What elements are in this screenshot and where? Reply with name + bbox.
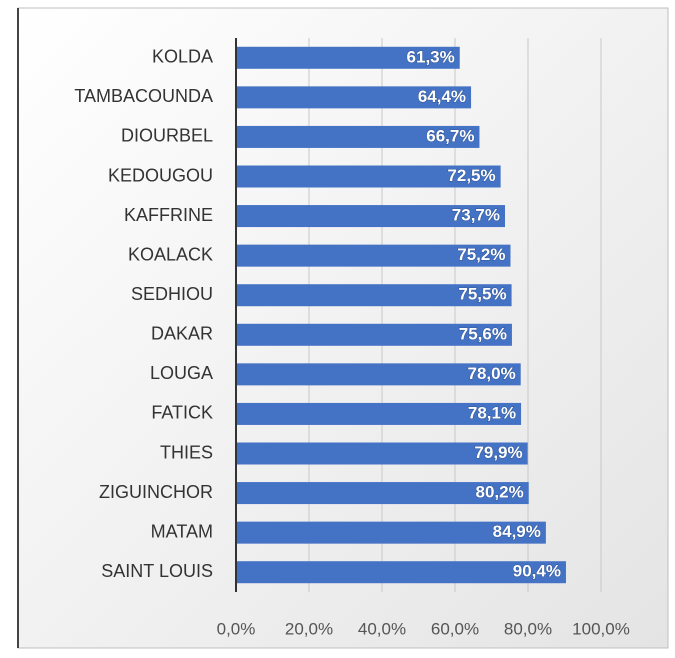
- bar: [236, 521, 546, 544]
- y-tick-label: KOLDA: [152, 47, 213, 67]
- x-tick-label: 0,0%: [217, 619, 256, 638]
- y-tick-label: KEDOUGOU: [108, 165, 213, 185]
- bar: [236, 402, 522, 425]
- bar: [236, 323, 512, 346]
- value-label: 75,5%: [458, 285, 506, 304]
- value-label: 61,3%: [407, 47, 455, 66]
- value-label: 90,4%: [513, 562, 561, 581]
- value-label: 75,2%: [457, 245, 505, 264]
- y-tick-label: SEDHIOU: [131, 284, 213, 304]
- value-label: 73,7%: [452, 206, 500, 225]
- y-tick-label: SAINT LOUIS: [101, 561, 213, 581]
- y-tick-label: MATAM: [151, 521, 213, 541]
- value-label: 78,0%: [467, 364, 515, 383]
- y-tick-label: THIES: [160, 442, 213, 462]
- y-tick-label: LOUGA: [150, 363, 213, 383]
- bar: [236, 244, 511, 267]
- value-label: 84,9%: [493, 522, 541, 541]
- bar: [236, 165, 501, 188]
- y-tick-label: KOALACK: [128, 244, 213, 264]
- value-label: 78,1%: [468, 403, 516, 422]
- y-tick-label: TAMBACOUNDA: [74, 86, 213, 106]
- bar: [236, 284, 512, 307]
- bar: [236, 125, 480, 148]
- bar: [236, 205, 506, 228]
- x-tick-label: 100,0%: [572, 619, 630, 638]
- value-label: 72,5%: [447, 166, 495, 185]
- bar: [236, 46, 460, 69]
- x-tick-label: 20,0%: [285, 619, 333, 638]
- y-tick-label: KAFFRINE: [124, 205, 213, 225]
- value-label: 79,9%: [474, 443, 522, 462]
- x-tick-label: 60,0%: [431, 619, 479, 638]
- y-tick-label: ZIGUINCHOR: [99, 482, 213, 502]
- bar: [236, 561, 566, 584]
- y-tick-label: FATICK: [151, 403, 213, 423]
- y-tick-label: DIOURBEL: [121, 126, 213, 146]
- bar: [236, 363, 521, 386]
- bar: [236, 482, 529, 505]
- y-tick-label: DAKAR: [151, 324, 213, 344]
- bar: [236, 86, 472, 109]
- bar: [236, 442, 528, 465]
- x-tick-label: 40,0%: [358, 619, 406, 638]
- value-label: 80,2%: [476, 483, 524, 502]
- value-label: 64,4%: [418, 87, 466, 106]
- x-tick-label: 80,0%: [504, 619, 552, 638]
- value-label: 66,7%: [426, 126, 474, 145]
- value-label: 75,6%: [459, 324, 507, 343]
